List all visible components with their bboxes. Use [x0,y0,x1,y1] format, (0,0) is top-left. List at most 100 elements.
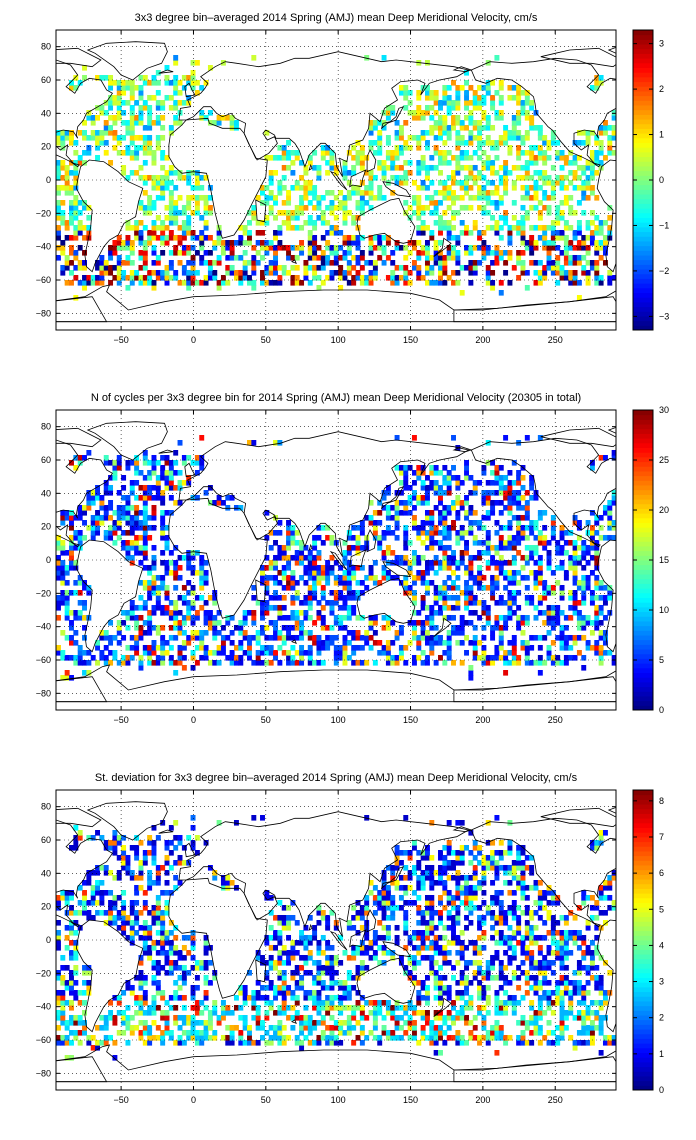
data-cell [69,280,74,286]
data-cell [451,1020,456,1026]
data-cell [572,175,578,181]
data-cell [190,195,196,201]
data-cell [342,570,348,576]
data-cell [116,640,122,646]
coastline [158,69,174,74]
data-cell [134,635,140,641]
data-cell [194,455,200,461]
data-cell [381,555,387,561]
data-cell [442,480,448,486]
data-cell [173,215,179,221]
data-cell [351,155,357,161]
data-cell [108,80,114,86]
data-cell [594,1015,600,1021]
colorbar-swatch [633,147,653,153]
data-cell [255,230,261,236]
data-cell [607,135,613,141]
data-cell [155,260,161,266]
data-cell [160,500,166,506]
data-cell [459,630,465,636]
data-cell [99,270,105,276]
data-cell [451,585,456,591]
data-cell [433,480,439,486]
data-cell [90,490,96,496]
data-cell [507,540,513,546]
data-cell [181,265,187,271]
data-cell [407,1020,413,1026]
data-cell [173,625,179,631]
data-cell [155,460,161,466]
coastline [380,105,405,130]
data-cell [160,195,166,201]
data-cell [403,475,409,481]
data-cell [576,1030,582,1036]
data-cell [594,80,600,86]
data-cell [142,125,148,131]
data-cell [416,275,422,281]
data-cell [438,220,443,226]
data-cell [433,465,439,471]
data-cell [112,530,118,536]
data-cell [160,470,166,476]
data-cell [368,615,374,621]
y-tick-label: −80 [36,308,51,318]
data-cell [173,220,179,226]
data-cell [533,585,539,591]
data-cell [194,610,200,616]
data-cell [286,250,292,256]
data-cell [420,210,426,216]
data-cell [498,525,504,531]
data-cell [333,645,339,651]
data-cell [342,175,348,181]
chart-title: St. deviation for 3x3 degree bin–average… [95,772,578,784]
data-cell [420,230,426,236]
data-cell [290,150,296,156]
data-cell [602,260,608,266]
data-cell [355,160,361,166]
data-cell [181,280,187,286]
data-cell [359,520,365,526]
data-cell [403,95,409,101]
data-cell [464,500,469,506]
data-cell [173,210,179,216]
data-cell [503,615,509,621]
data-cell [498,560,504,566]
data-cell [429,620,435,626]
data-cell [247,240,252,246]
data-cell [507,580,513,586]
data-cell [277,530,283,536]
colorbar-swatch [633,44,653,50]
data-cell [555,540,561,546]
data-cell [307,600,313,606]
data-cell [394,535,400,541]
data-cell [199,215,205,221]
data-cell [438,135,443,141]
data-cell [346,270,352,276]
data-cell [368,260,374,266]
data-cell [186,475,192,481]
data-cell [168,660,174,666]
data-cell [468,265,474,271]
colorbar-tick-label: 15 [659,555,669,565]
data-cell [576,535,582,541]
data-cell [546,250,552,256]
data-cell [255,1020,261,1026]
data-cell [355,185,361,191]
data-cell [503,190,509,196]
data-cell [607,595,613,601]
data-cell [181,555,187,561]
data-cell [537,225,543,231]
data-cell [589,620,595,626]
data-cell [194,595,200,601]
data-cell [138,630,144,636]
data-cell [242,1040,248,1046]
data-cell [446,85,452,91]
colorbar-swatch [633,466,653,472]
data-cell [307,230,313,236]
data-cell [420,605,426,611]
data-cell [147,580,153,586]
data-cell [585,580,591,586]
data-cell [542,150,548,156]
data-cell [537,535,543,541]
data-cell [576,130,582,136]
